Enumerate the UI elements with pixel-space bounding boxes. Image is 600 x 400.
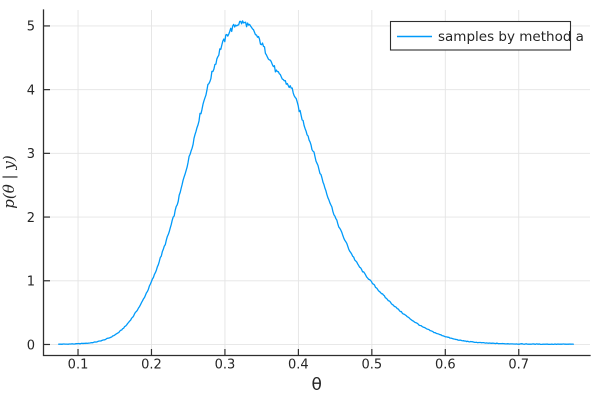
y-tick-label: 5: [27, 20, 35, 35]
legend-box-border: [389, 20, 572, 51]
axis-spines: [42, 9, 591, 357]
x-axis-label: θ: [312, 375, 322, 395]
y-axis-label: p(θ | y): [0, 155, 18, 209]
x-tick-label: 0.2: [141, 358, 162, 373]
legend-label: samples by method a: [438, 29, 584, 45]
x-tick-labels: 0.1 0.2 0.3 0.4 0.5 0.6 0.7: [68, 358, 529, 373]
x-tick-label: 0.7: [508, 358, 529, 373]
density-curve: [58, 20, 574, 346]
x-tick-label: 0.6: [435, 358, 456, 373]
x-tick-label: 0.4: [288, 358, 309, 373]
y-tick-label: 1: [27, 275, 35, 290]
x-tick-label: 0.3: [215, 358, 236, 373]
y-ticks: [43, 25, 50, 346]
x-gridlines: [77, 10, 520, 356]
y-tick-label: 4: [27, 83, 35, 98]
y-tick-label: 2: [27, 211, 35, 226]
y-gridlines: [43, 25, 590, 345]
x-tick-label: 0.1: [68, 358, 89, 373]
legend: samples by method a: [389, 20, 584, 51]
y-tick-labels: 0 1 2 3 4 5: [27, 20, 35, 354]
x-tick-label: 0.5: [361, 358, 382, 373]
x-ticks: [77, 349, 520, 356]
y-tick-label: 3: [27, 147, 35, 162]
y-tick-label: 0: [27, 338, 35, 353]
